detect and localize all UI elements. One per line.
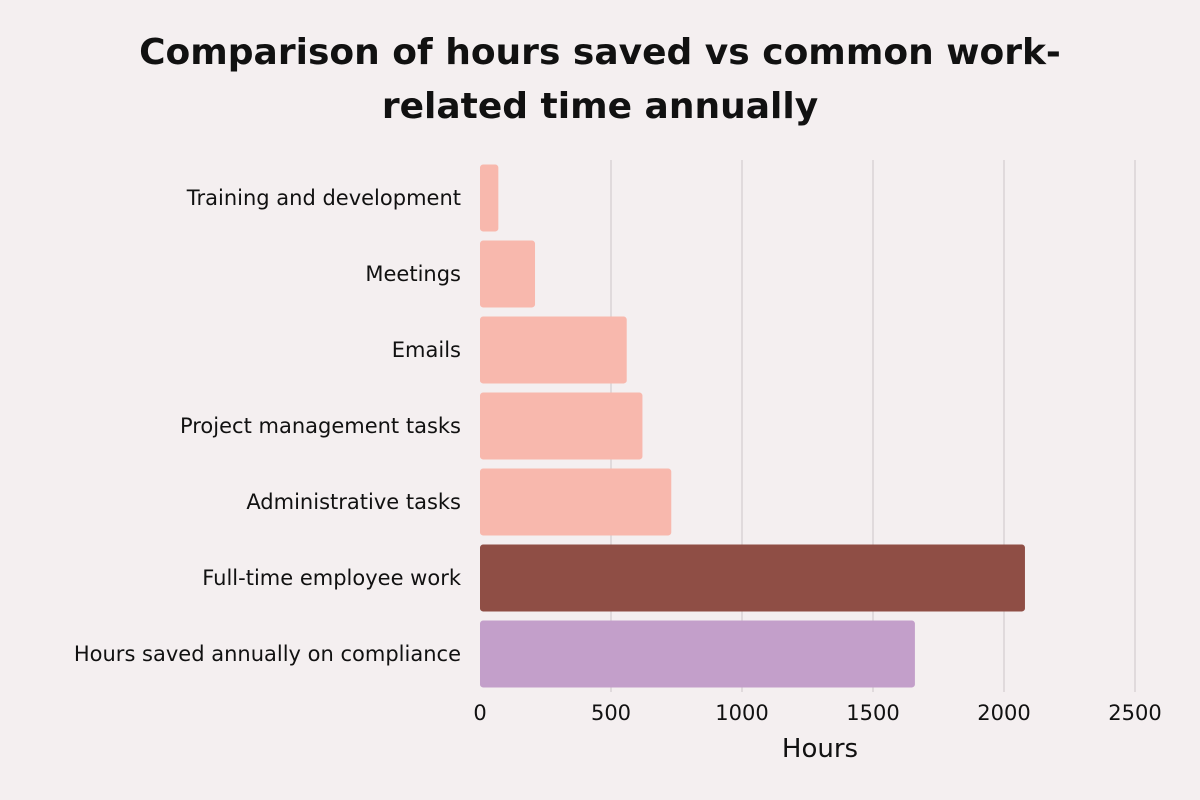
bar [480, 392, 643, 460]
bars [480, 164, 1025, 688]
category-label: Full-time employee work [202, 566, 462, 590]
x-tick-labels: 0 500 1000 1500 2000 2500 [473, 701, 1161, 725]
bar [480, 468, 672, 536]
category-labels: Training and development Meetings Emails Pr… [74, 186, 462, 666]
x-tick-label: 1500 [846, 701, 899, 725]
x-tick-label: 2500 [1108, 701, 1161, 725]
chart-title-line-1: Comparison of hours saved vs common work… [139, 32, 1061, 73]
bar [480, 316, 627, 384]
category-label: Administrative tasks [246, 490, 461, 514]
chart-title-line-2: related time annually [381, 86, 819, 127]
category-label: Emails [392, 338, 461, 362]
category-label: Project management tasks [180, 414, 461, 438]
gridlines [610, 160, 1136, 692]
bar [480, 544, 1025, 612]
x-tick-label: 500 [591, 701, 631, 725]
x-tick-label: 1000 [715, 701, 768, 725]
category-label: Meetings [365, 262, 461, 286]
x-tick-label: 2000 [977, 701, 1030, 725]
chart-title: Comparison of hours saved vs common work… [0, 26, 1200, 134]
category-label: Training and development [186, 186, 461, 210]
bar [480, 620, 915, 688]
x-axis-label: Hours [782, 734, 858, 764]
category-label: Hours saved annually on compliance [74, 642, 461, 666]
bar [480, 164, 499, 232]
bar [480, 240, 536, 308]
x-tick-label: 0 [473, 701, 486, 725]
